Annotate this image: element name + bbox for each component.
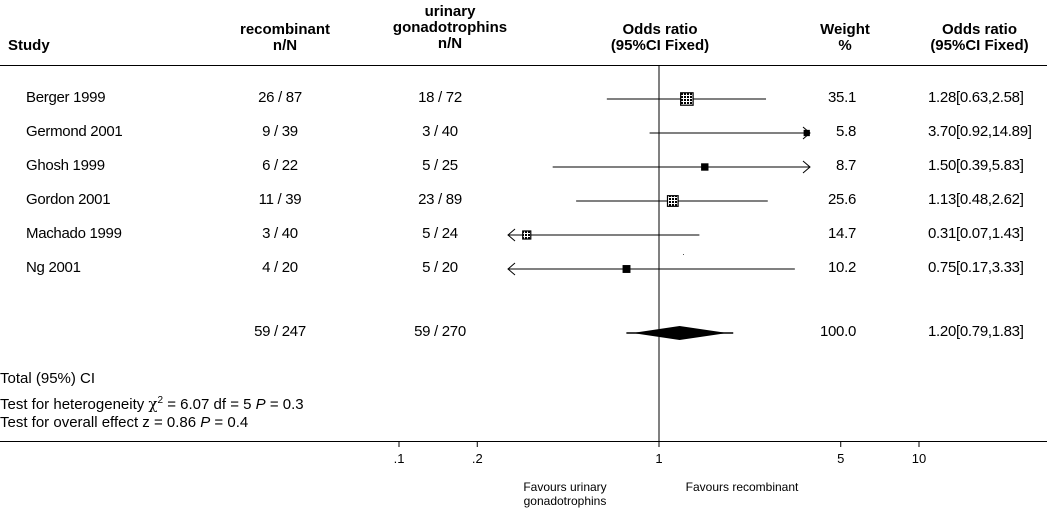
total-weight: 100.0 [819, 323, 856, 340]
axis-tick-label: .2 [472, 451, 483, 466]
header-weight-l1: Weight [820, 21, 870, 38]
study-name: Ng 2001 [26, 259, 81, 276]
urinary-count: 23 / 89 [418, 191, 462, 208]
header-odds-ratio-l2: (95%CI Fixed) [610, 37, 710, 54]
header-recombinant: recombinant n/N [220, 22, 350, 56]
header-urinary-l1: urinary [424, 3, 476, 20]
header-or-text-l1: Odds ratio [941, 21, 1017, 38]
study-name: Machado 1999 [26, 225, 122, 242]
axis-tick-label: 10 [912, 451, 926, 466]
point-estimate-box [666, 195, 679, 207]
header-odds-ratio: Odds ratio (95%CI Fixed) [570, 22, 750, 54]
point-estimate-box [701, 163, 709, 171]
urinary-count: 5 / 25 [422, 157, 458, 174]
study-name: Ghosh 1999 [26, 157, 105, 174]
header-rule [0, 65, 1047, 66]
urinary-count: 5 / 24 [422, 225, 458, 242]
overall-effect-text: Test for overall effect z = 0.86 P = 0.4 [0, 414, 248, 432]
study-name: Germond 2001 [26, 123, 123, 140]
het-p: P [255, 396, 266, 413]
heterogeneity-text: Test for heterogeneity χ2 = 6.07 df = 5 … [0, 392, 304, 414]
recombinant-count: 6 / 22 [262, 157, 298, 174]
recombinant-count: 9 / 39 [262, 123, 298, 140]
weight-value: 5.8 [836, 123, 856, 140]
het-sup: 2 [157, 395, 164, 406]
weight-value: 35.1 [828, 89, 856, 106]
axis-tick-label: .1 [394, 451, 405, 466]
urinary-count: 5 / 20 [422, 259, 458, 276]
header-study: Study [8, 37, 50, 54]
point-estimate-box [803, 129, 810, 137]
recombinant-count: 3 / 40 [262, 225, 298, 242]
recombinant-count: 4 / 20 [262, 259, 298, 276]
het-chi: χ [148, 395, 158, 413]
het-stat: = 6.07 df = 5 [163, 396, 256, 413]
ci-arrow-right [802, 126, 811, 140]
header-or-text: Odds ratio (95%CI Fixed) [912, 22, 1047, 54]
ci-arrow-left [507, 262, 516, 276]
header-recombinant-l2: n/N [272, 37, 298, 54]
or-ci-text: 1.13[0.48,2.62] [928, 191, 1024, 208]
header-urinary-l2: gonadotrophins [392, 19, 508, 36]
recombinant-count: 11 / 39 [258, 191, 302, 208]
overall-pval: = 0.4 [210, 414, 249, 431]
ci-arrow-left [507, 228, 516, 242]
favours-left-line1: Favours urinary [523, 480, 606, 494]
header-weight-l2: % [838, 37, 852, 54]
point-estimate-box [522, 230, 532, 240]
het-prefix: Test for heterogeneity [0, 396, 149, 413]
header-urinary-l3: n/N [437, 35, 463, 52]
study-name: Berger 1999 [26, 89, 106, 106]
or-ci-text: 1.28[0.63,2.58] [928, 89, 1024, 106]
header-odds-ratio-l1: Odds ratio [622, 21, 698, 38]
het-pval: = 0.3 [265, 396, 304, 413]
weight-value: 8.7 [836, 157, 856, 174]
weight-value: 25.6 [828, 191, 856, 208]
total-urinary: 59 / 270 [414, 323, 466, 340]
header-recombinant-l1: recombinant [239, 21, 330, 38]
or-ci-text: 0.31[0.07,1.43] [928, 225, 1024, 242]
total-label: Total (95%) CI [0, 370, 96, 387]
total-recombinant: 59 / 247 [254, 323, 306, 340]
header-weight: Weight % [800, 22, 890, 54]
weight-value: 10.2 [828, 259, 856, 276]
study-name: Gordon 2001 [26, 191, 111, 208]
ci-arrow-right [802, 160, 811, 174]
point-estimate-box [680, 92, 694, 106]
urinary-count: 3 / 40 [422, 123, 458, 140]
weight-value: 14.7 [828, 225, 856, 242]
recombinant-count: 26 / 87 [258, 89, 302, 106]
or-ci-text: 3.70[0.92,14.89] [928, 123, 1032, 140]
axis-tick-label: 5 [837, 451, 844, 466]
point-estimate-box [622, 265, 631, 273]
total-or-ci-text: 1.20[0.79,1.83] [928, 323, 1024, 340]
overall-p: P [200, 414, 211, 431]
or-ci-text: 0.75[0.17,3.33] [928, 259, 1024, 276]
overall-prefix: Test for overall effect z = 0.86 [0, 414, 201, 431]
or-ci-text: 1.50[0.39,5.83] [928, 157, 1024, 174]
axis-tick-label: 1 [655, 451, 662, 466]
favours-left-line2: gonadotrophins [524, 494, 607, 508]
footer-rule [0, 441, 1047, 442]
favours-right-label: Favours recombinant [686, 480, 799, 494]
urinary-count: 18 / 72 [418, 89, 462, 106]
header-urinary: urinary gonadotrophins n/N [370, 4, 530, 52]
header-or-text-l2: (95%CI Fixed) [930, 37, 1029, 54]
stray-dot [683, 254, 684, 255]
